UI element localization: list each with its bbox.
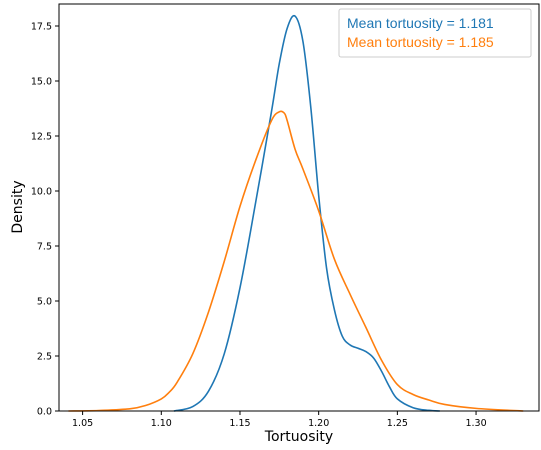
x-axis-ticks: 1.05 1.10 1.15 1.20 1.25 1.30 — [72, 411, 487, 429]
y-tick-label: 15.0 — [31, 77, 52, 88]
plot-frame — [58, 3, 540, 412]
y-tick-label: 12.5 — [31, 132, 52, 143]
x-tick-label: 1.25 — [387, 418, 408, 429]
x-axis-title: Tortuosity — [264, 429, 333, 445]
y-tick-label: 2.5 — [37, 352, 52, 363]
legend-box — [338, 8, 532, 58]
curves-layer — [68, 14, 524, 412]
x-tick-label: 1.15 — [229, 418, 250, 429]
y-tick-label: 7.5 — [37, 242, 52, 253]
density-curve-1 — [173, 14, 440, 412]
x-tick-label: 1.10 — [151, 418, 172, 429]
legend: Mean tortuosity = 1.181 Mean tortuosity … — [338, 8, 532, 58]
y-tick-label: 5.0 — [37, 297, 52, 308]
x-tick-label: 1.05 — [72, 418, 93, 429]
legend-entry-2: Mean tortuosity = 1.185 — [347, 34, 494, 50]
y-axis-ticks: 0.0 2.5 5.0 7.5 10.0 12.5 15.0 17.5 — [31, 22, 59, 418]
y-axis-title: Density — [10, 180, 26, 233]
y-tick-label: 0.0 — [37, 407, 52, 418]
x-tick-label: 1.30 — [465, 418, 486, 429]
x-tick-label: 1.20 — [308, 418, 329, 429]
legend-entry-1: Mean tortuosity = 1.181 — [347, 15, 494, 31]
density-curve-2 — [68, 110, 524, 412]
y-tick-label: 10.0 — [31, 187, 52, 198]
y-tick-label: 17.5 — [31, 22, 52, 33]
